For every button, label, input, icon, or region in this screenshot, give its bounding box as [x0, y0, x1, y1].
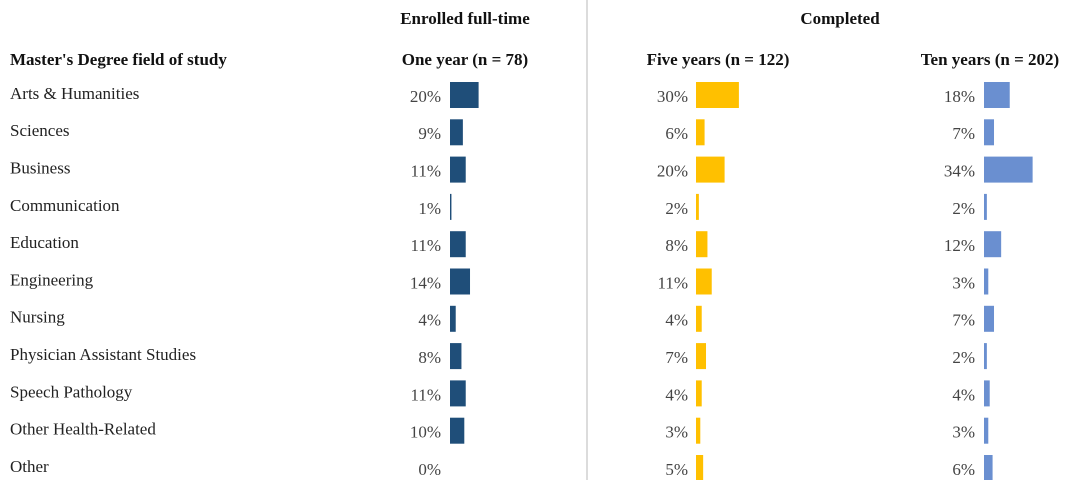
category-title: Master's Degree field of study — [10, 50, 227, 69]
bar — [450, 305, 456, 332]
bar — [696, 231, 708, 258]
value-label: 18% — [944, 87, 975, 106]
bar — [450, 119, 463, 146]
category-label: Business — [10, 159, 70, 178]
category-label: Sciences — [10, 121, 69, 140]
bar — [450, 417, 465, 444]
group-label: Enrolled full-time — [400, 9, 530, 28]
value-label: 4% — [418, 311, 441, 330]
value-label: 11% — [410, 162, 441, 181]
category-label: Nursing — [10, 308, 65, 327]
category-label: Communication — [10, 196, 120, 215]
value-label: 1% — [418, 199, 441, 218]
bar — [696, 455, 704, 480]
value-label: 2% — [952, 348, 975, 367]
value-label: 14% — [410, 273, 441, 292]
value-label: 8% — [418, 348, 441, 367]
value-label: 3% — [952, 423, 975, 442]
bar — [984, 82, 1010, 108]
bar — [984, 156, 1033, 183]
value-label: 34% — [944, 162, 975, 181]
value-label: 8% — [665, 236, 688, 255]
category-label: Speech Pathology — [10, 382, 133, 401]
bar — [696, 380, 702, 407]
value-label: 4% — [952, 385, 975, 404]
category-label: Other Health-Related — [10, 420, 156, 439]
bar — [696, 343, 707, 370]
bar — [984, 119, 995, 146]
category-label: Engineering — [10, 270, 94, 289]
bar — [984, 193, 987, 220]
bar — [984, 231, 1002, 258]
value-label: 3% — [952, 273, 975, 292]
group-label: Completed — [800, 9, 880, 28]
value-label: 5% — [665, 460, 688, 479]
value-label: 11% — [410, 236, 441, 255]
value-label: 6% — [665, 124, 688, 143]
series-label: One year (n = 78) — [402, 50, 528, 69]
value-label: 0% — [418, 460, 441, 479]
value-label: 7% — [952, 311, 975, 330]
value-label: 4% — [665, 311, 688, 330]
series-label: Ten years (n = 202) — [921, 50, 1059, 69]
category-label: Arts & Humanities — [10, 84, 139, 103]
value-label: 12% — [944, 236, 975, 255]
bar — [696, 305, 702, 332]
bar — [696, 193, 699, 220]
category-label: Other — [10, 457, 49, 476]
bar — [696, 417, 701, 444]
bar — [984, 380, 990, 407]
value-label: 7% — [665, 348, 688, 367]
category-label: Physician Assistant Studies — [10, 345, 196, 364]
bar — [450, 343, 462, 370]
bar — [450, 380, 466, 407]
value-label: 20% — [410, 87, 441, 106]
bar — [696, 119, 705, 146]
value-label: 11% — [657, 273, 688, 292]
bar — [450, 231, 466, 258]
bar — [696, 156, 725, 183]
value-label: 30% — [657, 87, 688, 106]
value-label: 3% — [665, 423, 688, 442]
bar — [450, 193, 452, 220]
bar — [984, 343, 987, 370]
value-label: 20% — [657, 162, 688, 181]
series-label: Five years (n = 122) — [647, 50, 790, 69]
bar — [450, 82, 479, 108]
bar — [984, 268, 989, 295]
bar — [984, 417, 989, 444]
value-label: 10% — [410, 423, 441, 442]
value-label: 2% — [665, 199, 688, 218]
bar — [984, 305, 995, 332]
bar — [696, 82, 739, 108]
bar — [984, 455, 993, 480]
value-label: 9% — [418, 124, 441, 143]
value-label: 11% — [410, 385, 441, 404]
value-label: 4% — [665, 385, 688, 404]
value-label: 2% — [952, 199, 975, 218]
bar — [450, 156, 466, 183]
bar — [696, 268, 712, 295]
category-label: Education — [10, 233, 79, 252]
value-label: 6% — [952, 460, 975, 479]
value-label: 7% — [952, 124, 975, 143]
bar — [450, 268, 471, 295]
